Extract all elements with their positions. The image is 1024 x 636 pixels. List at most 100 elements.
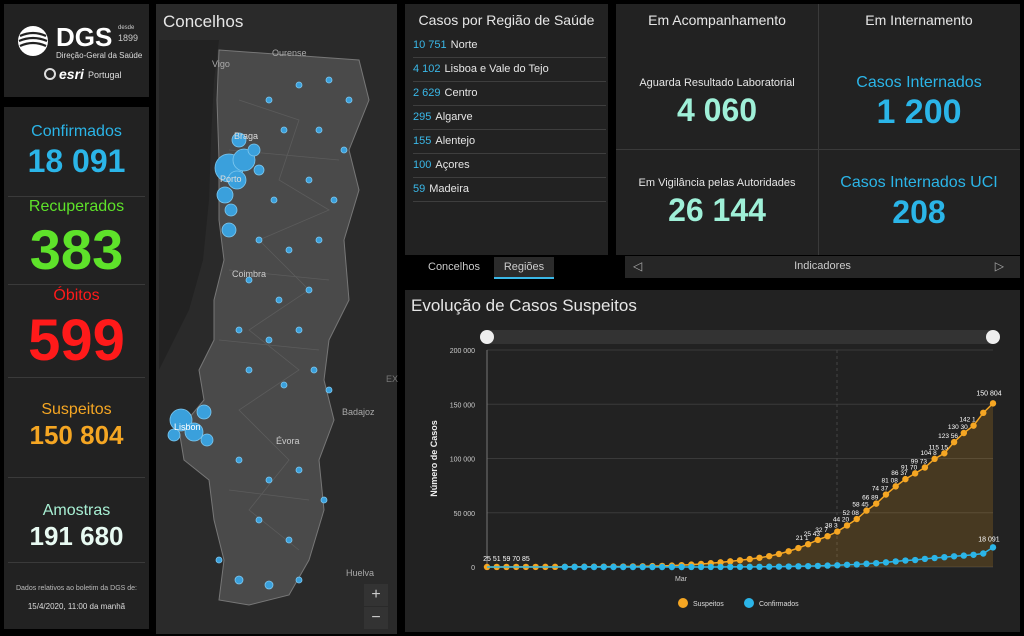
- data-point: [678, 563, 685, 571]
- region-value: 295: [413, 111, 432, 123]
- region-row[interactable]: 2 629 Centro: [413, 82, 606, 106]
- region-value: 2 629: [413, 87, 441, 99]
- data-point: [600, 563, 607, 571]
- org-full-name: Direção-Geral da Saúde: [56, 51, 143, 60]
- data-point: [902, 557, 909, 564]
- data-point: [736, 563, 744, 571]
- confirmados-value: 18 091: [27, 143, 126, 179]
- zoom-in-button[interactable]: +: [364, 584, 388, 606]
- data-point: [892, 558, 899, 565]
- internados-value: 1 200: [876, 93, 962, 131]
- y-tick-label: 100 000: [450, 457, 475, 464]
- recuperados-value: 383: [29, 218, 124, 281]
- suspeitos-line-chart[interactable]: 0 50 000 100 000 150 000 200 000 Número de Ca…: [405, 322, 1020, 632]
- data-label: 81 08: [882, 477, 899, 484]
- divider: [8, 284, 145, 285]
- org-name: DGS: [56, 22, 113, 52]
- data-point: [950, 438, 958, 446]
- data-point: [989, 400, 997, 407]
- vigilancia-value: 26 144: [668, 192, 766, 228]
- y-tick-label: 0: [471, 565, 475, 572]
- data-label: 142 1: [959, 417, 976, 424]
- tab-regioes[interactable]: Regiões: [494, 257, 554, 279]
- regions-panel: Casos por Região de Saúde 10 751 Norte 4 …: [405, 4, 608, 255]
- region-name: Algarve: [435, 111, 473, 123]
- data-label: 150 804: [976, 390, 1001, 397]
- divider: [8, 477, 145, 478]
- data-point: [853, 515, 860, 523]
- divider: [818, 4, 819, 255]
- data-label: 130 30: [948, 424, 968, 431]
- divider: [8, 562, 145, 563]
- region-row[interactable]: 295 Algarve: [413, 106, 606, 130]
- indicators-nav: ◁ Indicadores ▷: [625, 256, 1020, 278]
- chart-title: Evolução de Casos Suspeitos: [411, 296, 637, 315]
- data-point: [980, 550, 987, 557]
- data-point: [795, 544, 802, 552]
- region-row[interactable]: 155 Alentejo: [413, 130, 606, 154]
- zoom-out-button[interactable]: −: [364, 607, 388, 629]
- partner-country: Portugal: [88, 70, 122, 80]
- data-label: 25 43: [804, 531, 821, 538]
- data-point: [736, 557, 744, 564]
- data-point: [970, 422, 977, 429]
- data-label: 123 56: [938, 433, 958, 440]
- range-slider-handle: [986, 330, 1000, 344]
- data-point: [980, 409, 987, 417]
- data-point: [931, 455, 938, 463]
- legend-label: Suspeitos: [693, 601, 724, 608]
- obitos-label: Óbitos: [53, 287, 100, 304]
- data-point: [775, 563, 783, 570]
- data-point: [921, 464, 929, 471]
- map-place-label: Porto: [220, 174, 242, 184]
- data-point: [921, 555, 929, 563]
- data-point: [668, 563, 676, 571]
- data-point: [989, 544, 997, 551]
- region-value: 100: [413, 159, 432, 171]
- dgs-logo-icon: [18, 26, 48, 56]
- map-canvas[interactable]: [159, 40, 395, 632]
- data-point: [688, 563, 695, 571]
- data-point: [561, 563, 569, 571]
- data-point: [629, 563, 637, 571]
- y-tick-label: 150 000: [450, 402, 475, 409]
- data-point: [717, 563, 724, 571]
- esri-logo-icon: [44, 68, 56, 80]
- data-point: [707, 563, 715, 571]
- data-point: [746, 563, 753, 571]
- range-slider: [487, 330, 993, 344]
- footnote-line2: 15/4/2020, 11:00 da manhã: [27, 602, 126, 611]
- data-point: [843, 522, 851, 529]
- since-label: desde: [118, 25, 135, 31]
- tab-concelhos[interactable]: Concelhos: [428, 261, 480, 273]
- divider: [616, 149, 1020, 150]
- region-row[interactable]: 100 Açores: [413, 154, 606, 178]
- data-point: [804, 562, 812, 570]
- data-point: [697, 563, 705, 571]
- region-name: Norte: [450, 39, 478, 51]
- partner-logo: esri: [59, 66, 84, 82]
- region-row[interactable]: 59 Madeira: [413, 178, 606, 202]
- map-place-label: Ourense: [272, 48, 307, 58]
- data-point: [960, 429, 968, 437]
- prev-icon[interactable]: ◁: [633, 259, 643, 273]
- data-point: [824, 532, 831, 540]
- region-name: Açores: [435, 159, 470, 171]
- map-title: Concelhos: [163, 12, 244, 31]
- suspeitos-value: 150 804: [29, 420, 124, 450]
- data-point: [610, 563, 617, 571]
- divider: [8, 377, 145, 378]
- region-row[interactable]: 10 751 Norte: [413, 34, 606, 58]
- next-icon[interactable]: ▷: [994, 259, 1004, 273]
- chart-panel: Evolução de Casos Suspeitos 0 50 000 100 0…: [405, 290, 1020, 632]
- internamento-title: Em Internamento: [865, 12, 973, 28]
- data-point: [853, 561, 860, 568]
- since-year: 1899: [118, 33, 139, 43]
- map-panel[interactable]: Concelhos ··· Vigo Ourense: [156, 4, 398, 634]
- data-point: [795, 563, 802, 570]
- legend-marker: [678, 598, 688, 608]
- data-label: 104 8: [920, 450, 937, 457]
- data-label: 86 37: [891, 470, 908, 477]
- acompanhamento-title: Em Acompanhamento: [648, 12, 786, 28]
- region-row[interactable]: 4 102 Lisboa e Vale do Tejo: [413, 58, 606, 82]
